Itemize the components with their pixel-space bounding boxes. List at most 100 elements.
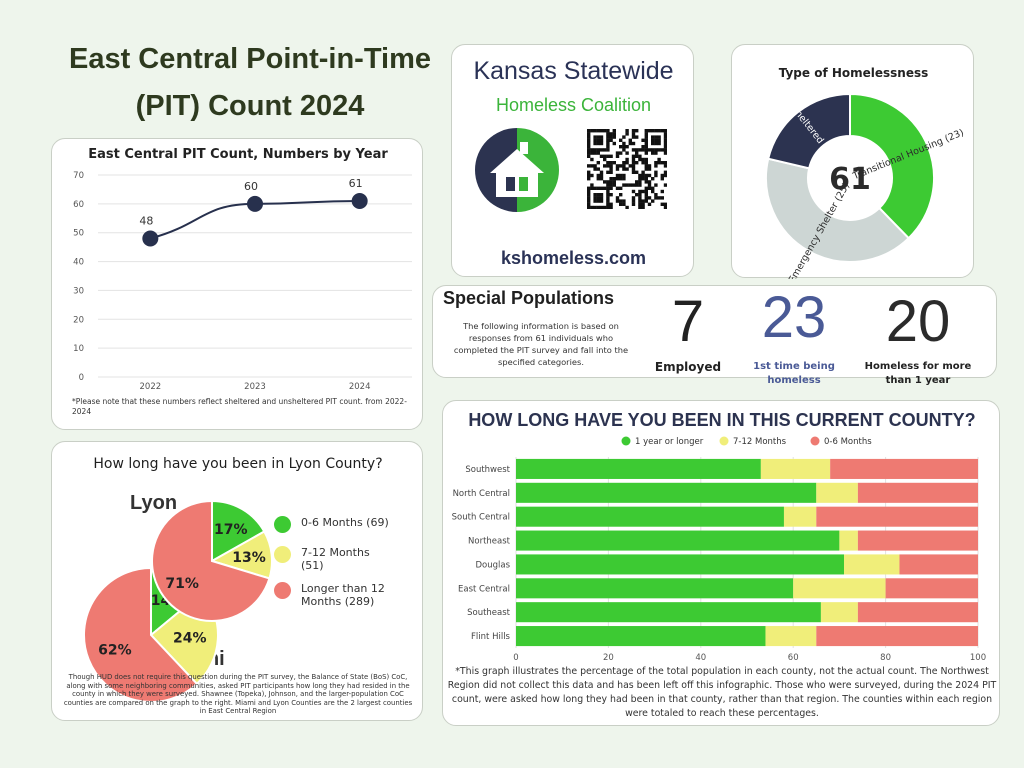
bar-segment: [516, 602, 821, 623]
bar-chart-title: HOW LONG HAVE YOU BEEN IN THIS CURRENT C…: [468, 410, 976, 430]
stacked-bar-chart: 1 year or longer 7-12 Months 0-6 Months 0 20…: [452, 436, 986, 663]
x-tick-label: 40: [695, 653, 706, 663]
line-chart-card: East Central PIT Count, Numbers by Year …: [51, 138, 423, 430]
donut-slice: [849, 92, 935, 240]
y-tick-label: 40: [73, 258, 84, 268]
bar-segment: [844, 554, 900, 575]
pies-note: Though HUD does not require this questio…: [63, 673, 413, 715]
stat-label: 1st time being homeless: [753, 361, 835, 386]
bar-segment: [885, 578, 978, 599]
legend-label: 7-12 Months (51): [301, 546, 370, 572]
category-label: Flint Hills: [471, 632, 511, 642]
stat-first-time: 23 1st time being homeless: [729, 288, 859, 388]
bar-segment: [516, 482, 817, 503]
pie-slice: [211, 499, 266, 563]
website-link[interactable]: kshomeless.com: [500, 248, 647, 268]
pie-slice: [151, 499, 271, 622]
category-label: South Central: [452, 513, 510, 523]
bar-segment: [516, 554, 845, 575]
logo-card: Kansas Statewide Homeless Coalition ksho…: [451, 44, 694, 277]
special-title: Special Populations: [443, 288, 615, 308]
legend-swatch: [621, 436, 631, 446]
county-pies-card: How long have you been in Lyon County? L…: [51, 441, 423, 721]
house-logo-icon: [475, 128, 559, 212]
legend-swatch: [274, 546, 291, 563]
bar-segment: [516, 626, 766, 647]
stat-label: Homeless for more than 1 year: [864, 361, 972, 386]
slice-label: 13%: [232, 550, 266, 566]
legend-swatch: [810, 436, 820, 446]
x-tick-label: 80: [880, 653, 891, 663]
category-label: East Central: [458, 584, 510, 594]
page-title: East Central Point-in-Time (PIT) Count 2…: [68, 43, 432, 122]
bar-segment: [765, 626, 817, 647]
donut-center-total: 61: [829, 162, 871, 197]
bar-segment: [816, 626, 978, 647]
stat-over-one-year: 20 Homeless for more than 1 year: [853, 292, 983, 388]
stat-employed: 7 Employed: [643, 289, 733, 375]
bar-segment: [857, 530, 978, 551]
x-tick-label: 2023: [244, 382, 266, 392]
slice-label: 17%: [214, 522, 248, 538]
line-chart-note: *Please note that these numbers reflect …: [72, 397, 407, 416]
data-label: 48: [139, 214, 153, 227]
stat-label: Employed: [654, 360, 722, 374]
pie-slice: [83, 566, 199, 703]
line-chart: 0 10 20 30 40 50 60 70 48 2022 60 2023 61 2024: [73, 171, 412, 392]
y-tick-label: 60: [73, 200, 84, 210]
donut-slice: [767, 92, 851, 170]
legend-item: Longer than 12 Months (289): [274, 582, 404, 608]
y-tick-label: 70: [73, 171, 84, 181]
data-point: [142, 230, 159, 247]
stat-value: 23: [761, 285, 827, 350]
lyon-label: Lyon: [130, 492, 178, 514]
y-tick-label: 30: [73, 286, 84, 296]
category-label: Douglas: [475, 560, 510, 570]
bar-segment: [516, 506, 784, 527]
bar-segment: [839, 530, 858, 551]
donut-chart: Transitional Housing (23)Emergency Shelt…: [765, 92, 966, 279]
stat-value: 7: [671, 289, 705, 354]
special-description: The following information is based on re…: [453, 321, 629, 367]
bar-segment: [830, 458, 978, 479]
x-tick-label: 2024: [349, 382, 371, 392]
bar-segment: [516, 458, 761, 479]
bar-segment: [516, 578, 794, 599]
donut-title: Type of Homelessness: [778, 66, 929, 80]
x-tick-label: 60: [788, 653, 799, 663]
x-tick-label: 0: [513, 653, 518, 663]
x-tick-label: 20: [603, 653, 614, 663]
bar-segment: [857, 482, 978, 503]
x-tick-label: 2022: [140, 382, 162, 392]
legend-swatch: [274, 582, 291, 599]
stat-value: 20: [885, 289, 951, 354]
bar-segment: [820, 602, 858, 623]
legend-swatch: [719, 436, 729, 446]
line-chart-title: East Central PIT Count, Numbers by Year: [88, 147, 388, 162]
bar-segment: [857, 602, 978, 623]
category-label: Southeast: [467, 608, 511, 618]
bar-segment: [793, 578, 886, 599]
bar-segment: [516, 530, 840, 551]
category-label: Southwest: [465, 465, 510, 475]
data-point: [351, 192, 368, 209]
y-tick-label: 50: [73, 229, 84, 239]
org-subtitle: Homeless Coalition: [495, 95, 652, 115]
category-label: North Central: [453, 489, 510, 499]
bar-chart-note: *This graph illustrates the percentage o…: [447, 666, 997, 719]
special-populations-card: Special Populations The following inform…: [432, 285, 997, 386]
pies-title: How long have you been in Lyon County?: [93, 456, 383, 472]
legend-label: 7-12 Months: [733, 437, 787, 447]
y-tick-label: 20: [73, 315, 84, 325]
category-label: Northeast: [468, 537, 511, 547]
bar-segment: [816, 482, 858, 503]
data-point: [247, 195, 263, 212]
qr-code-icon: [587, 129, 667, 209]
bar-segment: [760, 458, 831, 479]
stacked-bar-card: HOW LONG HAVE YOU BEEN IN THIS CURRENT C…: [442, 400, 1000, 726]
bar-segment: [816, 506, 978, 527]
legend-item: 7-12 Months (51): [274, 546, 394, 572]
legend-label: 1 year or longer: [635, 437, 704, 447]
bar-segment: [783, 506, 817, 527]
legend-label: 0-6 Months: [824, 437, 872, 447]
